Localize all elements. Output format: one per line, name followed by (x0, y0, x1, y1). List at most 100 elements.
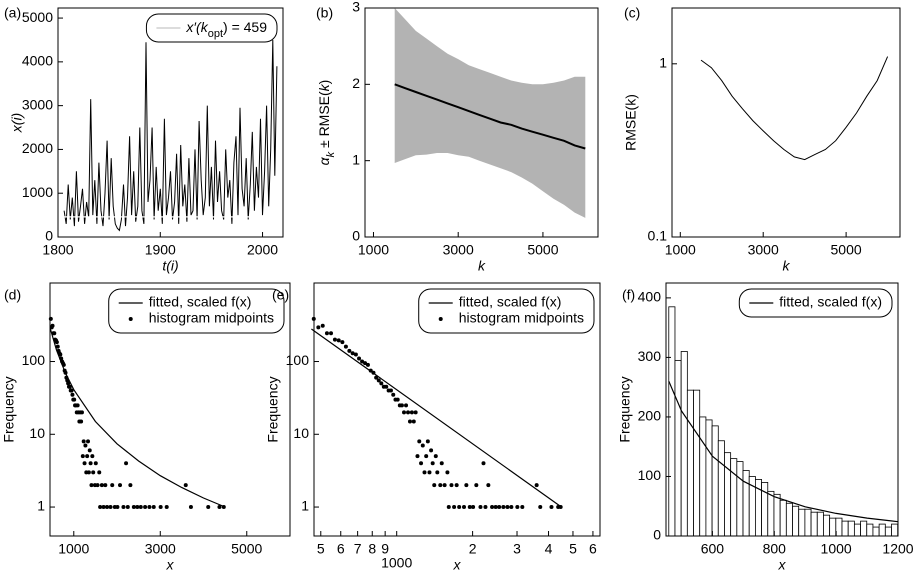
data-line (63, 39, 278, 232)
scatter-point (221, 505, 226, 510)
legend: x′(kopt) = 459 (145, 13, 278, 43)
scatter-point (406, 410, 411, 415)
y-axis-label: Frequency (617, 376, 633, 442)
scatter-point (420, 443, 425, 448)
histogram-bar (860, 520, 868, 537)
histogram-bar (779, 499, 787, 537)
scatter-point (433, 454, 438, 459)
legend-label: histogram midpoints (149, 310, 274, 326)
plot-frame (671, 7, 901, 238)
scatter-point (85, 454, 90, 459)
y-tick-label: 0 (352, 228, 360, 244)
scatter-point (445, 470, 450, 475)
scatter-point (384, 384, 389, 389)
scatter-point (376, 378, 381, 383)
x-tick-label: 5000 (527, 242, 558, 258)
scatter-point (449, 483, 454, 488)
histogram-bar (816, 511, 824, 537)
histogram-bar (804, 508, 812, 537)
histogram-bar (767, 490, 775, 537)
scatter-point (131, 505, 136, 510)
y-axis-label: Frequency (265, 376, 281, 442)
scatter-point (424, 454, 429, 459)
x-tick-label: 1000 (821, 541, 852, 557)
scatter-point (368, 368, 373, 373)
scatter-point (365, 362, 370, 367)
legend-box (145, 13, 278, 43)
x-tick-label: 7 (354, 541, 362, 557)
y-axis-label-part: ) (316, 80, 332, 85)
scatter-point (391, 392, 396, 397)
scatter-point (138, 505, 143, 510)
scatter-point (509, 505, 514, 510)
histogram-bar (705, 419, 713, 537)
legend-label-part: x′(k (185, 19, 208, 35)
scatter-point (95, 483, 100, 488)
histogram-bar (693, 389, 701, 537)
scatter-point (217, 505, 222, 510)
plot-frame (313, 282, 601, 537)
legend-box (108, 288, 285, 334)
scatter-point (48, 316, 53, 321)
scatter-point (206, 505, 211, 510)
y-tick-label: 4000 (22, 53, 53, 69)
scatter-point (407, 419, 412, 424)
x-tick-label: 5000 (831, 242, 862, 258)
histogram-bar (785, 502, 793, 537)
scatter-point (471, 505, 476, 510)
scatter-point (404, 403, 409, 408)
y-axis-label: RMSE(k) (623, 94, 639, 151)
scatter-point (99, 483, 104, 488)
x-axis-label: x (778, 557, 787, 573)
scatter-point (151, 505, 156, 510)
x-tick-label: 5 (317, 541, 325, 557)
scatter-point (70, 392, 75, 397)
y-axis-label-part: k (316, 83, 332, 91)
y-axis-label: x(i) (9, 113, 25, 133)
scatter-point (83, 443, 88, 448)
histogram-bar (742, 470, 750, 537)
scatter-point (336, 338, 341, 343)
scatter-point (402, 410, 407, 415)
x-axis-label: t(i) (162, 258, 178, 274)
histogram-bar (711, 425, 719, 537)
panel-label: (d) (4, 287, 21, 303)
legend-label: x′(kopt) = 459 (185, 19, 267, 40)
y-tick-label: 1 (301, 498, 309, 514)
scatter-point (388, 388, 393, 393)
scatter-point (52, 331, 57, 336)
scatter-point (75, 403, 80, 408)
histogram-bar (884, 526, 892, 537)
y-axis-label-part: ± RMSE( (316, 91, 332, 152)
x-tick-label: 3000 (748, 242, 779, 258)
error-band (394, 8, 586, 218)
x-tick-label: 1200 (882, 541, 913, 557)
scatter-point (88, 461, 93, 466)
scatter-point (86, 439, 91, 444)
scatter-point (427, 470, 432, 475)
x-axis-label: k (478, 258, 486, 274)
scatter-point (340, 340, 345, 345)
scatter-point (343, 344, 348, 349)
legend: fitted, scaled f(x) (738, 288, 893, 318)
x-tick-label: 8 (368, 541, 376, 557)
scatter-point (89, 483, 94, 488)
scatter-point (478, 505, 483, 510)
legend-swatch (128, 317, 133, 321)
scatter-point (467, 505, 472, 510)
histogram-bar (866, 523, 874, 537)
scatter-point (395, 397, 400, 402)
x-tick-label: 3000 (145, 541, 176, 557)
scatter-point (82, 461, 87, 466)
scatter-point (422, 470, 427, 475)
plot-frame (57, 7, 284, 238)
scatter-point (425, 439, 430, 444)
y-tick-label: 1 (352, 151, 360, 167)
scatter-point (93, 461, 98, 466)
plot-frame (364, 7, 599, 238)
legend-label: fitted, scaled f(x) (779, 294, 882, 310)
scatter-point (432, 483, 437, 488)
scatter-point (79, 410, 84, 415)
scatter-point (118, 483, 123, 488)
scatter-point (80, 454, 85, 459)
